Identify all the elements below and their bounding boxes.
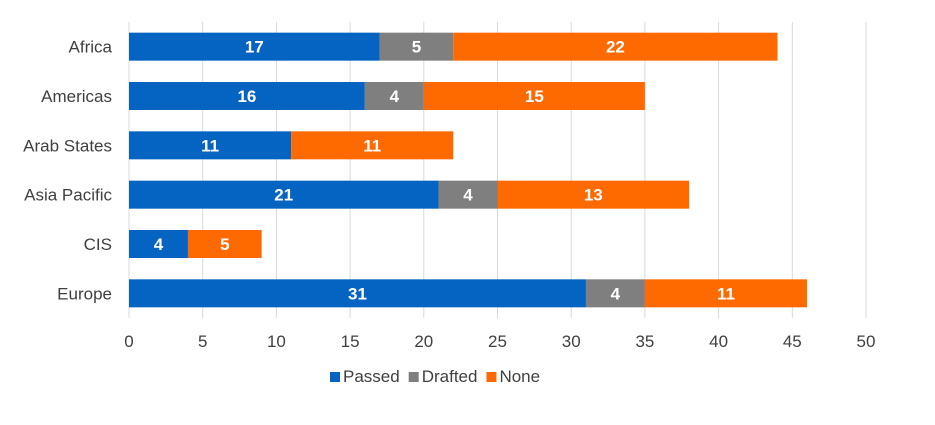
bar-segment-passed — [129, 279, 586, 308]
x-tick-label: 10 — [267, 332, 286, 351]
category-label: Arab States — [23, 136, 112, 155]
data-label: 5 — [412, 38, 421, 57]
data-label: 11 — [363, 136, 381, 155]
x-tick-label: 45 — [783, 332, 802, 351]
bar-segment-passed — [129, 32, 380, 61]
bar-segment-none — [497, 180, 690, 209]
data-label: 15 — [525, 87, 544, 106]
gridlines — [128, 22, 867, 318]
data-label: 16 — [237, 87, 256, 106]
data-label: 5 — [220, 235, 229, 254]
legend-label: Passed — [343, 367, 400, 386]
x-tick-label: 50 — [857, 332, 876, 351]
legend-swatch — [408, 372, 419, 382]
x-tick-label: 30 — [562, 332, 581, 351]
category-label: CIS — [84, 235, 112, 254]
x-tick-label: 0 — [124, 332, 133, 351]
category-labels: Africa Americas Arab States Asia Pacific CIS… — [23, 38, 112, 304]
bar-segment-passed — [129, 82, 365, 110]
data-label: 4 — [611, 284, 621, 303]
data-label: 4 — [390, 87, 400, 106]
x-tick-label: 20 — [414, 332, 433, 351]
data-label: 22 — [606, 38, 625, 57]
legend-label: Drafted — [422, 367, 478, 386]
bar-segment-passed — [129, 230, 188, 258]
bars: 17 5 22 16 4 15 11 11 21 4 13 4 5 31 4 11 — [129, 32, 808, 308]
category-label: Asia Pacific — [24, 186, 112, 205]
data-label: 11 — [717, 284, 735, 303]
data-label: 17 — [245, 38, 264, 57]
bar-segment-none — [423, 82, 645, 110]
bar-segment-drafted — [438, 180, 498, 209]
x-tick-label: 15 — [341, 332, 360, 351]
data-label: 11 — [201, 136, 219, 155]
data-label: 21 — [274, 186, 293, 205]
data-label: 31 — [348, 284, 367, 303]
legend-label: None — [499, 367, 540, 386]
x-tick-label: 40 — [709, 332, 728, 351]
data-label: 13 — [584, 186, 603, 205]
bar-segment-none — [187, 230, 262, 258]
legend: Passed Drafted None — [330, 367, 540, 386]
bar-segment-drafted — [364, 82, 424, 110]
bar-segment-none — [453, 32, 778, 61]
data-label: 4 — [154, 235, 164, 254]
bar-segment-drafted — [585, 279, 645, 308]
bar-segment-none — [291, 131, 454, 160]
bar-segment-passed — [129, 180, 439, 209]
legend-swatch — [330, 372, 340, 382]
legend-swatch — [486, 372, 497, 382]
bar-segment-passed — [129, 131, 292, 160]
x-tick-label: 5 — [198, 332, 207, 351]
category-label: Americas — [41, 87, 112, 106]
x-tick-label: 25 — [488, 332, 507, 351]
data-label: 4 — [463, 186, 473, 205]
category-label: Africa — [69, 38, 113, 57]
x-tick-label: 35 — [635, 332, 654, 351]
category-label: Europe — [57, 284, 112, 303]
x-axis-tick-labels: 0 5 10 15 20 25 30 35 40 45 50 — [124, 332, 875, 351]
bar-segment-drafted — [379, 32, 454, 61]
bar-segment-none — [644, 279, 808, 308]
